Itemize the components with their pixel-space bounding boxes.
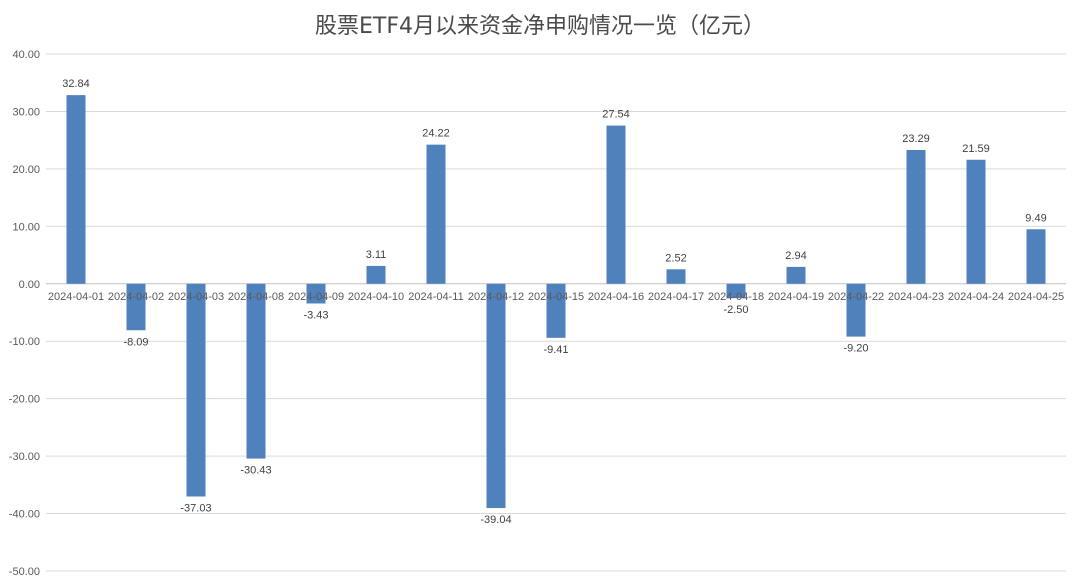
bar [126,283,146,331]
bar [906,149,926,284]
data-label: -9.20 [843,343,868,355]
x-tick-label: 2024-04-15 [528,291,584,303]
x-tick-label: 2024-04-19 [768,291,824,303]
x-tick-label: 2024-04-03 [168,291,224,303]
data-label: 3.11 [366,249,387,261]
bar [546,283,566,338]
y-tick-label: -50.00 [9,566,40,578]
data-label: 24.22 [422,128,450,140]
data-label: -30.43 [240,465,271,477]
data-label: -8.09 [123,336,148,348]
data-label: 32.84 [62,78,90,90]
x-tick-label: 2024-04-16 [588,291,644,303]
data-label: -9.41 [543,344,568,356]
bar [1026,229,1046,284]
x-tick-label: 2024-04-23 [888,291,944,303]
x-tick-label: 2024-04-24 [948,291,1004,303]
y-tick-label: -30.00 [9,451,40,463]
bar [426,144,446,284]
y-tick-label: 10.00 [12,221,40,233]
bar [846,283,866,337]
bar [306,283,326,304]
data-label: -37.03 [180,502,211,514]
y-tick-label: 20.00 [12,164,40,176]
x-tick-label: 2024-04-25 [1008,291,1064,303]
data-labels: 32.84 -8.09 -37.03 -30.43 -3.43 3.11 24.22 -39.… [62,78,1046,526]
data-label: 2.52 [665,252,686,264]
data-label: -39.04 [480,514,511,526]
y-tick-label: 30.00 [12,106,40,118]
x-tick-label: 2024-04-08 [228,291,284,303]
bar [726,283,746,299]
data-label: -2.50 [723,304,748,316]
x-tick-label: 2024-04-18 [708,291,764,303]
y-axis-ticks: 40.00 30.00 20.00 10.00 0.00 -10.00 -20.00 -30.… [9,49,40,578]
chart-title: 股票ETF4月以来资金净申购情况一览（亿元） [315,14,765,39]
x-tick-label: 2024-04-17 [648,291,704,303]
bar [486,283,506,509]
bar [606,125,626,284]
x-tick-label: 2024-04-12 [468,291,524,303]
bar [246,283,266,459]
x-axis-ticks: 2024-04-01 2024-04-02 2024-04-03 2024-04-08… [48,291,1064,303]
y-tick-label: 40.00 [12,49,40,61]
data-label: 21.59 [962,143,990,155]
bar [66,95,86,284]
x-tick-label: 2024-04-22 [828,291,884,303]
bar [186,283,206,497]
data-label: 9.49 [1025,212,1046,224]
y-tick-label: 0.00 [19,279,40,291]
data-label: -3.43 [303,309,328,321]
x-tick-label: 2024-04-01 [48,291,104,303]
data-label: 2.94 [785,250,806,262]
y-tick-label: -20.00 [9,394,40,406]
x-tick-label: 2024-04-10 [348,291,404,303]
data-label: 27.54 [602,109,630,121]
x-tick-label: 2024-04-11 [408,291,463,303]
bar [366,265,386,284]
x-tick-label: 2024-04-02 [108,291,164,303]
data-label: 23.29 [902,133,930,145]
bar [666,269,686,284]
grid-lines [46,53,1066,572]
bar [966,159,986,284]
x-tick-label: 2024-04-09 [288,291,344,303]
bars [66,95,1046,509]
y-tick-label: -40.00 [9,509,40,521]
bar [786,266,806,284]
y-tick-label: -10.00 [9,336,40,348]
